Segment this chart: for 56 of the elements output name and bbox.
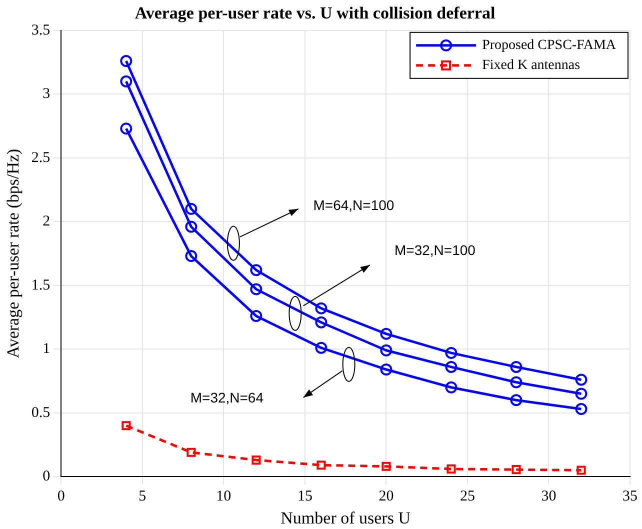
point: [185, 220, 198, 233]
point: [185, 250, 198, 262]
y-tick-label: 2: [42, 214, 50, 230]
x-tick-label: 10: [216, 488, 232, 505]
point: [380, 344, 392, 356]
point: [446, 464, 456, 474]
point: [575, 374, 588, 386]
x-axis-title: Number of users U: [280, 508, 410, 528]
point: [380, 364, 392, 376]
point: [120, 54, 132, 67]
y-tick-label: 0: [42, 468, 50, 485]
x-tick-label: 0: [57, 488, 65, 505]
legend-label: Proposed CPSC-FAMA: [482, 38, 617, 54]
point: [445, 381, 458, 394]
point: [250, 264, 262, 276]
point: [510, 376, 522, 388]
point: [250, 310, 262, 322]
legend-label: Fixed K antennas: [482, 58, 580, 74]
point: [576, 466, 586, 475]
point: [252, 455, 261, 465]
point: [510, 394, 522, 406]
y-tick-label: 3: [42, 86, 50, 102]
point: [315, 342, 328, 354]
point: [315, 302, 328, 314]
point: [186, 448, 196, 457]
point: [120, 122, 132, 135]
point: [382, 462, 391, 471]
x-tick-label: 20: [378, 488, 394, 505]
point: [575, 388, 588, 400]
point: [316, 460, 326, 470]
point: [445, 360, 458, 373]
y-tick-label: 0.5: [31, 404, 50, 421]
point: [510, 360, 522, 373]
point: [122, 421, 131, 430]
point: [380, 328, 392, 340]
y-tick-label: 1: [42, 341, 50, 358]
x-tick-label: 25: [460, 488, 475, 505]
x-tick-label: 15: [297, 488, 312, 505]
chart-title: Average per-user rate vs. U with collision deferral: [134, 4, 496, 23]
x-tick-label: 5: [138, 488, 146, 505]
annotation: M=32,N=64: [190, 390, 264, 406]
y-tick-label: 2.5: [31, 150, 50, 166]
x-tick-label: 30: [541, 488, 556, 505]
y-axis-title: Average per-user rate (bps/Hz): [4, 148, 23, 358]
y-tick-label: 1.5: [31, 277, 50, 294]
point: [185, 202, 198, 215]
point: [315, 316, 328, 328]
point: [250, 283, 262, 296]
point: [445, 346, 458, 359]
annotation: M=32,N=100: [394, 242, 476, 258]
point: [575, 403, 588, 416]
x-tick-label: 35: [622, 488, 638, 505]
point: [120, 75, 132, 88]
point: [512, 465, 521, 474]
annotation: M=64,N=100: [313, 197, 394, 214]
y-tick-label: 3.5: [31, 22, 50, 38]
